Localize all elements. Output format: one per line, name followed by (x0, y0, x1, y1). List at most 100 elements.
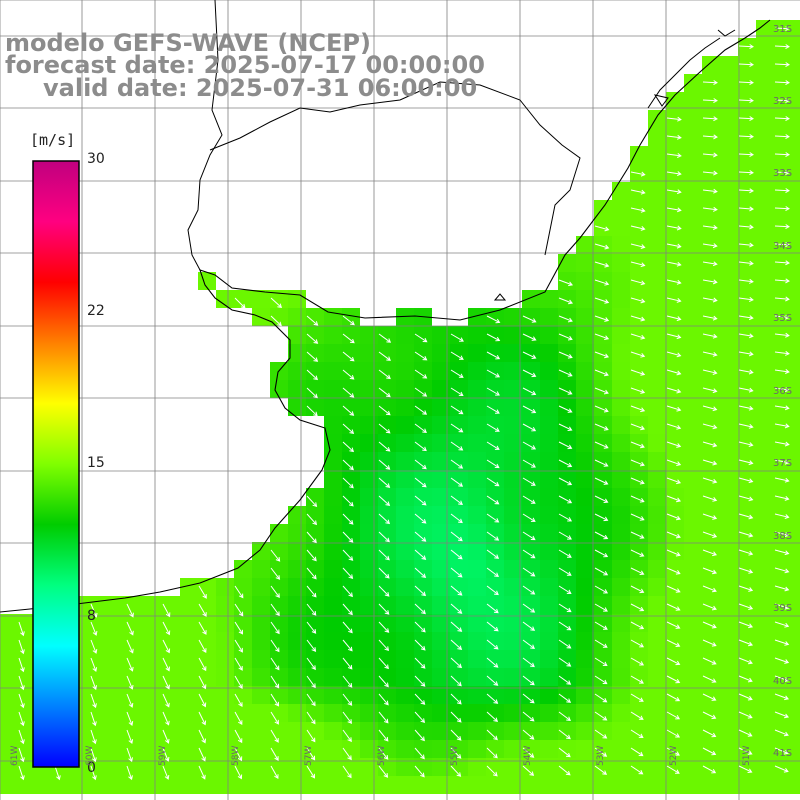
wind-speed-cell (432, 668, 450, 686)
wind-speed-cell (756, 38, 774, 56)
wind-speed-cell (342, 560, 360, 578)
wind-speed-cell (594, 254, 612, 272)
wind-arrow (126, 675, 134, 690)
wind-arrow (630, 729, 644, 739)
wind-arrow (126, 729, 134, 745)
wind-speed-cell (306, 398, 324, 416)
wind-arrow (126, 639, 134, 654)
wind-speed-cell (666, 398, 684, 416)
wind-speed-cell (558, 758, 576, 776)
wind-arrow (234, 747, 243, 762)
wind-arrow (378, 603, 390, 615)
longitude-label: 52W (669, 745, 679, 766)
wind-speed-cell (522, 524, 540, 542)
wind-speed-cell (576, 596, 594, 614)
wind-speed-cell (234, 578, 252, 596)
wind-speed-cell (648, 614, 666, 632)
wind-speed-cell (702, 524, 720, 542)
wind-speed-cell (774, 164, 792, 182)
wind-speed-cell (360, 668, 378, 686)
wind-speed-cell (540, 362, 558, 380)
wind-speed-cell (486, 488, 504, 506)
wind-arrow (522, 603, 536, 613)
wind-speed-cell (288, 380, 306, 398)
wind-arrow (702, 567, 718, 575)
longitude-label: 53W (596, 745, 606, 766)
wind-speed-cell (486, 416, 504, 434)
wind-speed-cell (792, 596, 800, 614)
wind-speed-cell (792, 542, 800, 560)
wind-speed-cell (540, 524, 558, 542)
wind-speed-cell (522, 740, 540, 758)
wind-speed-cell (666, 380, 684, 398)
wind-speed-cell (450, 380, 468, 398)
wind-speed-cell (504, 452, 522, 470)
wind-arrow (342, 351, 355, 362)
wind-speed-cell (360, 542, 378, 560)
wind-arrow (306, 585, 317, 598)
wind-arrow (774, 44, 790, 50)
wind-speed-cell (288, 398, 306, 416)
wind-arrow (738, 80, 754, 86)
wind-speed-cell (738, 380, 756, 398)
wind-speed-cell (504, 470, 522, 488)
wind-speed-cell (774, 56, 792, 74)
wind-arrow (162, 693, 170, 708)
wind-speed-cell (18, 614, 36, 632)
wind-speed-cell (720, 650, 738, 668)
wind-arrow (270, 693, 280, 707)
wind-speed-cell (144, 668, 162, 686)
wind-arrow (630, 441, 645, 449)
wind-speed-cell (234, 722, 252, 740)
wind-speed-cell (0, 650, 18, 668)
wind-speed-cell (180, 722, 198, 740)
wind-speed-cell (594, 650, 612, 668)
wind-arrow (522, 729, 535, 740)
wind-speed-cell (630, 632, 648, 650)
wind-arrow (666, 675, 681, 684)
wind-speed-cell (756, 74, 774, 92)
wind-speed-cell (594, 668, 612, 686)
wind-arrow (414, 351, 428, 361)
wind-arrow (486, 477, 500, 487)
wind-speed-cell (702, 92, 720, 110)
wind-speed-cell (288, 596, 306, 614)
wind-arrow (162, 711, 170, 726)
colorbar-tick: 8 (87, 608, 96, 624)
wind-speed-cell (162, 740, 180, 758)
wind-speed-cell (180, 668, 198, 686)
wind-arrow (630, 423, 646, 431)
wind-arrow (198, 711, 207, 726)
wind-speed-cell (270, 614, 288, 632)
wind-arrow (594, 477, 609, 485)
wind-speed-cell (18, 740, 36, 758)
wind-speed-cell (756, 452, 774, 470)
wind-speed-cell (180, 578, 198, 596)
wind-arrow (558, 657, 572, 667)
wind-arrow (414, 477, 427, 488)
wind-speed-cell (666, 758, 684, 776)
wind-speed-cell (684, 434, 702, 452)
wind-speed-cell (324, 578, 342, 596)
wind-speed-cell (198, 650, 216, 668)
wind-speed-cell (792, 704, 800, 722)
wind-speed-cell (180, 596, 198, 614)
wind-speed-cell (720, 452, 738, 470)
wind-speed-cell (666, 452, 684, 470)
wind-speed-cell (378, 398, 396, 416)
wind-speed-cell (414, 452, 432, 470)
wind-speed-cell (756, 560, 774, 578)
longitude-label: 54W (523, 745, 533, 766)
northern-lake (717, 29, 736, 37)
wind-speed-cell (756, 380, 774, 398)
wind-speed-cell (486, 398, 504, 416)
wind-speed-cell (342, 434, 360, 452)
wind-arrow (234, 297, 246, 309)
wind-arrow (342, 711, 352, 724)
longitude-label: 57W (304, 745, 314, 766)
wind-arrow (378, 711, 389, 724)
wind-speed-cell (162, 722, 180, 740)
wind-arrow (450, 567, 463, 578)
wind-speed-cell (540, 542, 558, 560)
wind-arrow (198, 729, 206, 744)
